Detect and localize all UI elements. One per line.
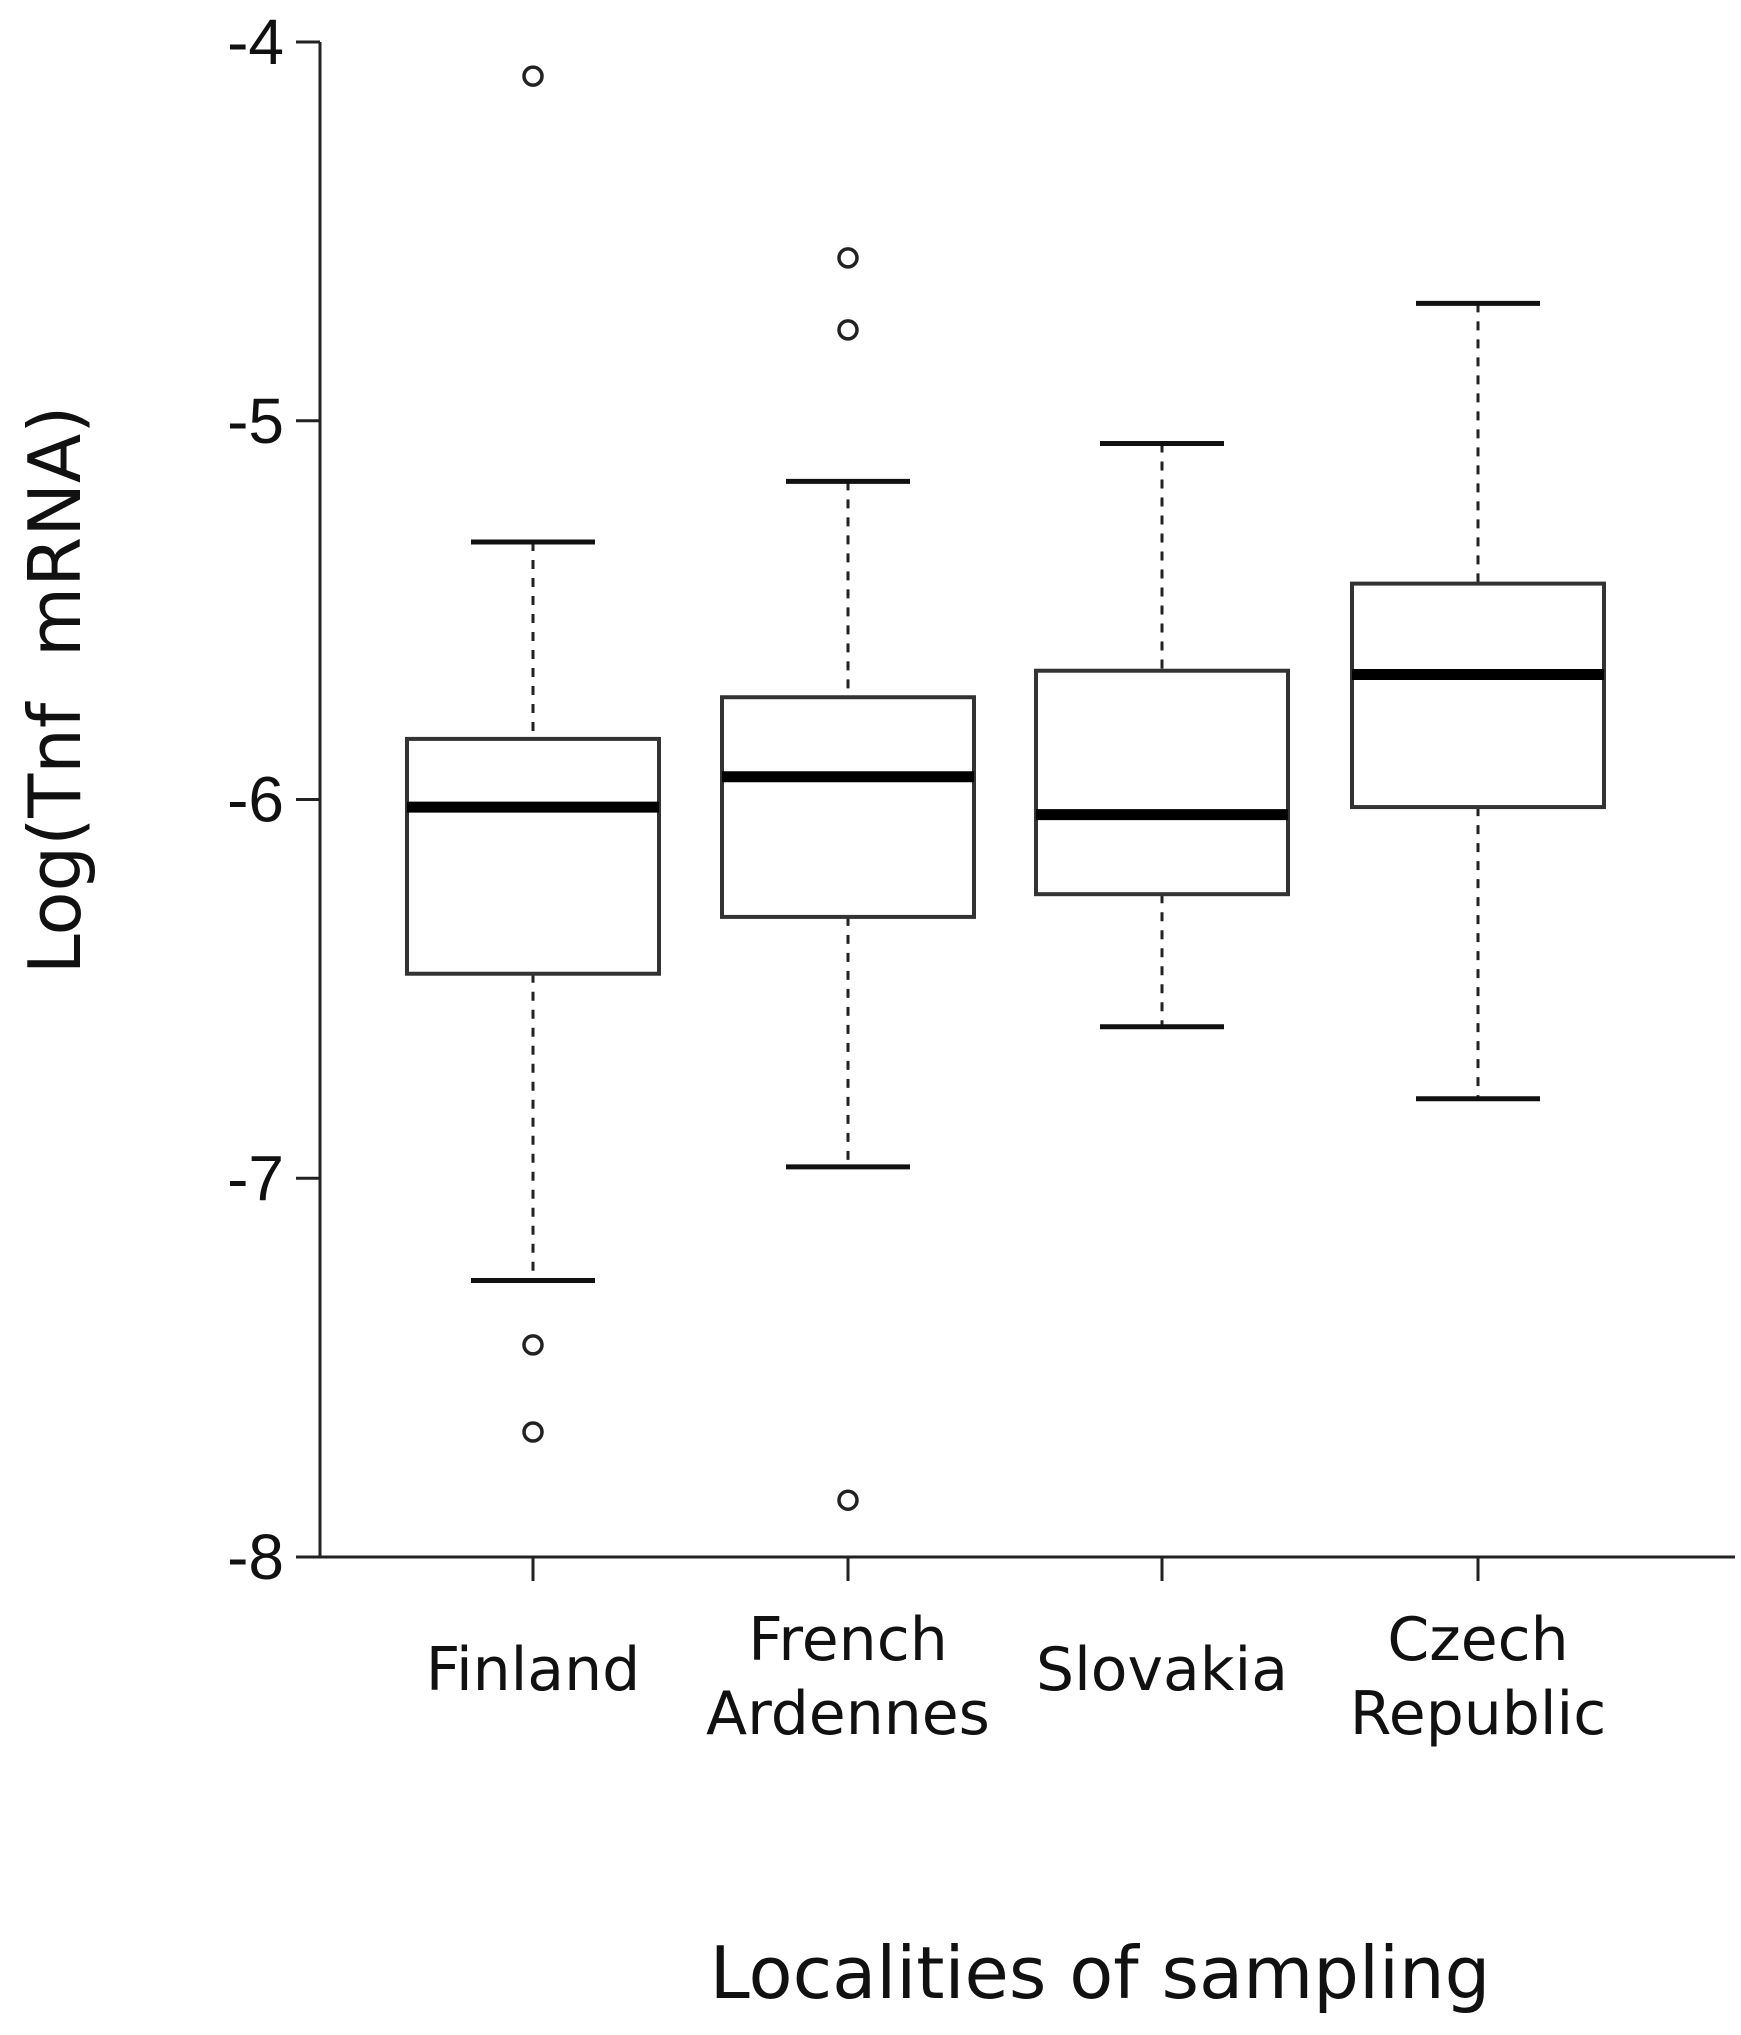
outlier-point: [837, 319, 859, 341]
y-tick-label: -4: [227, 6, 284, 78]
outlier-point: [837, 1489, 859, 1511]
y-axis-title: Log(Tnf mRNA): [13, 406, 97, 975]
iqr-box: [1350, 581, 1606, 810]
outlier-point: [522, 1334, 544, 1356]
box-1: [405, 65, 661, 1443]
y-tick-label: -5: [227, 385, 284, 457]
box-series: [405, 65, 1606, 1511]
y-tick-label: -8: [227, 1521, 284, 1593]
x-category-label: Slovakia: [1036, 1635, 1288, 1705]
box-4: [1350, 300, 1606, 1102]
x-category-label: Czech: [1387, 1605, 1568, 1675]
iqr-box: [405, 736, 661, 976]
outlier-point: [522, 65, 544, 87]
box-3: [1034, 440, 1290, 1030]
outlier-point: [522, 1421, 544, 1443]
y-tick-label: -7: [227, 1142, 284, 1214]
iqr-box: [1034, 668, 1290, 897]
y-tick-label: -6: [227, 764, 284, 836]
iqr-box: [720, 695, 976, 919]
axes: -4 -5 -6 -7 -8: [227, 6, 1735, 1593]
box-2: [720, 247, 976, 1511]
x-category-label: French: [748, 1605, 947, 1675]
x-category-label: Republic: [1350, 1679, 1606, 1749]
x-axis-title: Localities of sampling: [710, 1931, 1491, 2015]
x-category-label: Finland: [426, 1635, 640, 1705]
outlier-point: [837, 247, 859, 269]
x-category-label: Ardennes: [706, 1679, 990, 1749]
